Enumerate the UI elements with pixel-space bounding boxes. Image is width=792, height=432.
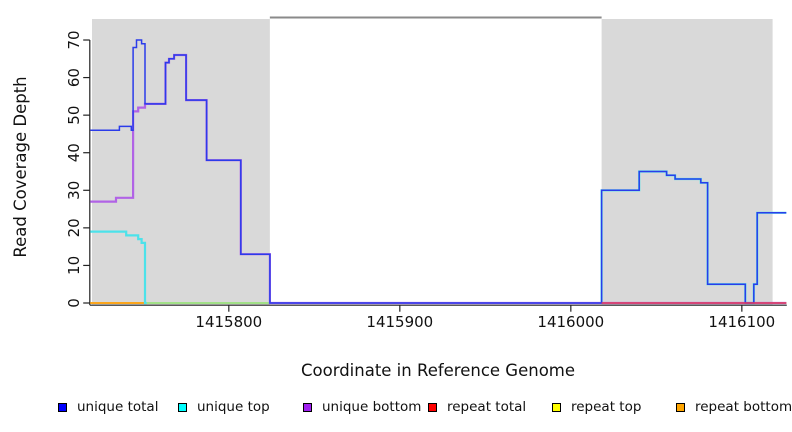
right-shaded-region — [601, 19, 773, 305]
y-tick-label: 60 — [65, 68, 83, 87]
y-tick-label: 30 — [65, 181, 83, 200]
x-tick-label: 1416100 — [708, 313, 775, 331]
series-unique-total — [90, 39, 787, 304]
y-axis-title: Read Coverage Depth — [11, 76, 30, 258]
x-tick-label: 1415900 — [366, 313, 433, 331]
series-unique-top — [90, 230, 147, 305]
y-tick-label: 10 — [65, 256, 83, 275]
y-tick-label: 70 — [65, 30, 83, 49]
y-tick-label: 20 — [65, 218, 83, 237]
y-tick-label: 40 — [65, 143, 83, 162]
left-shaded-region — [92, 19, 270, 305]
y-tick-label: 50 — [65, 106, 83, 125]
x-tick-label: 1416000 — [537, 313, 604, 331]
x-axis-title: Coordinate in Reference Genome — [300, 361, 576, 380]
y-tick-label: 0 — [65, 298, 83, 308]
x-tick-label: 1415800 — [195, 313, 262, 331]
